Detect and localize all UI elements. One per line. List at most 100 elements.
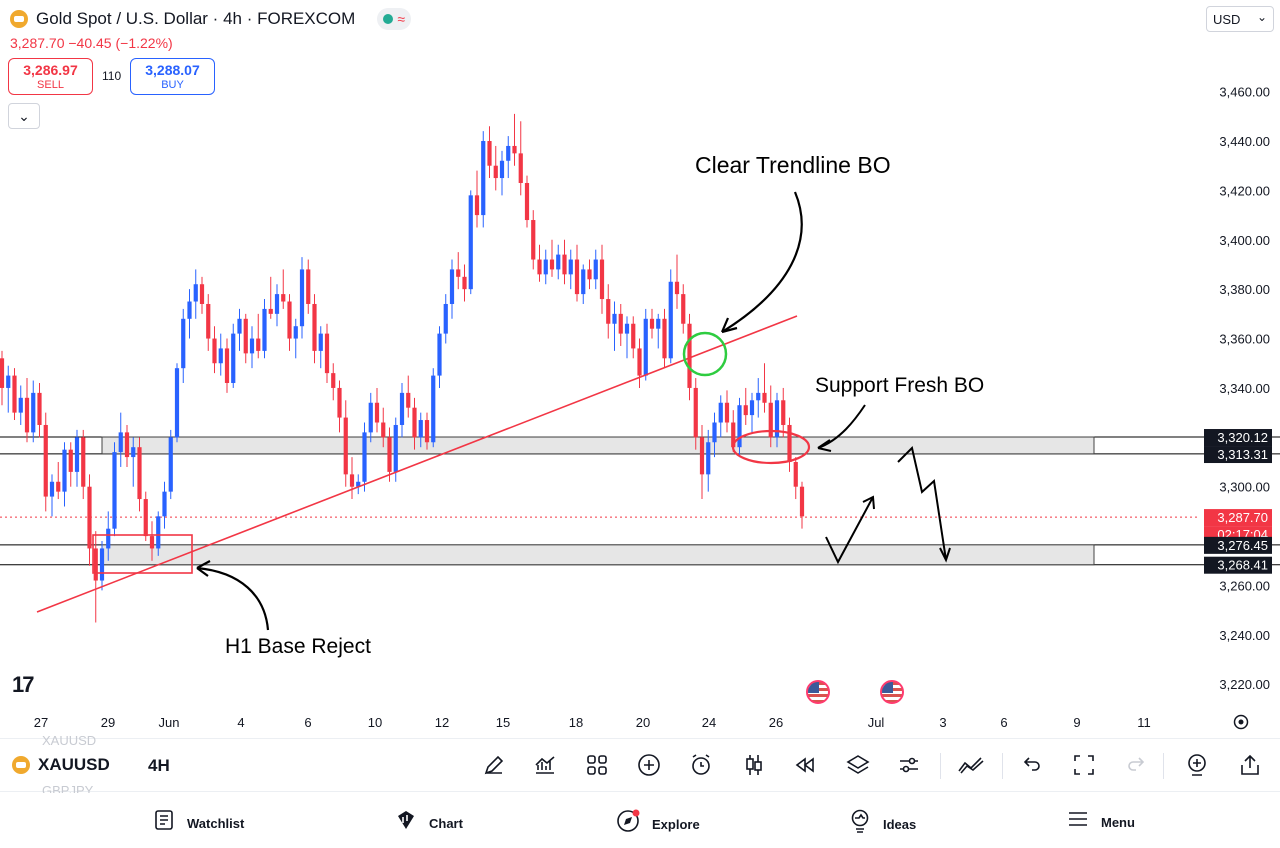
bar-style-icon[interactable] <box>741 753 767 779</box>
candle-down <box>524 182 530 221</box>
candle-down <box>68 449 73 472</box>
redo-icon[interactable] <box>1123 753 1149 779</box>
candle-down <box>206 303 211 339</box>
collapse-button[interactable]: ⌄ <box>8 103 40 129</box>
nav-watchlist[interactable]: Watchlist <box>153 809 244 837</box>
price-label-badge <box>1204 536 1272 554</box>
candle-down <box>787 424 792 463</box>
candle-down <box>87 486 92 549</box>
symbol-selector[interactable]: XAUUSD <box>12 755 110 775</box>
price-label-badge <box>1204 446 1272 464</box>
settings-icon[interactable] <box>896 753 922 779</box>
candle-down <box>681 294 686 324</box>
tradingview-logo[interactable]: 17 <box>12 672 35 697</box>
alert-icon[interactable] <box>688 753 714 779</box>
candle-up <box>218 348 223 364</box>
support-bo-ellipse[interactable] <box>731 429 811 465</box>
indicators-icon[interactable] <box>532 753 558 779</box>
candle-down <box>243 318 248 354</box>
nav-ideas[interactable]: Ideas <box>849 809 916 839</box>
buy-label: BUY <box>161 79 184 91</box>
time-tick-label: 11 <box>1137 715 1151 730</box>
time-axis-settings-icon[interactable] <box>1233 714 1249 730</box>
market-status-pill[interactable]: ≈ <box>377 8 411 30</box>
support-zone-upper[interactable] <box>101 436 1095 455</box>
candle-up <box>74 437 80 472</box>
add-icon[interactable] <box>636 753 662 779</box>
trendline[interactable] <box>36 315 798 613</box>
candle-up <box>543 259 548 275</box>
candle-up <box>593 259 598 280</box>
time-tick-label: 4 <box>237 715 244 730</box>
replay-icon[interactable] <box>792 753 818 779</box>
settings-dot <box>1238 719 1244 725</box>
us-flag-event-icon[interactable] <box>806 680 830 704</box>
pencil-icon[interactable] <box>481 753 507 779</box>
nav-chart[interactable]: Chart <box>395 809 463 837</box>
candle-up <box>131 447 136 458</box>
candle-up <box>168 437 173 492</box>
symbol-header[interactable]: Gold Spot / U.S. Dollar · 4h · FOREXCOM … <box>10 8 411 30</box>
us-flag-event-icon[interactable] <box>880 680 904 704</box>
gold-coin-icon <box>12 756 30 774</box>
time-tick-label: 24 <box>702 715 716 730</box>
candle-down <box>799 486 805 517</box>
base-reject-box[interactable] <box>92 534 193 574</box>
candle-down <box>306 269 311 304</box>
nav-menu[interactable]: Menu <box>1067 809 1135 835</box>
candle-down <box>137 447 142 500</box>
candle-down <box>599 259 605 300</box>
candle-up <box>6 375 11 388</box>
candle-down <box>606 299 611 324</box>
annotation-trendline-bo: Clear Trendline BO <box>695 152 891 178</box>
time-tick-label: 20 <box>636 715 650 730</box>
candle-down <box>637 348 642 376</box>
candle-up <box>274 294 280 314</box>
projection-down-arrow <box>897 446 951 563</box>
fullscreen-icon[interactable] <box>1071 753 1097 779</box>
price-tick-label: 3,340.00 <box>1219 381 1270 396</box>
candle-down <box>349 474 355 487</box>
candle-down <box>512 145 517 154</box>
trend-icon[interactable] <box>957 753 984 779</box>
candle-down <box>343 417 348 475</box>
candle-down <box>93 548 98 581</box>
candle-up <box>468 195 473 290</box>
compare-icon[interactable] <box>1184 753 1210 779</box>
buy-button[interactable]: 3,288.07 BUY <box>130 58 215 95</box>
candle-down <box>212 338 217 364</box>
candle-down <box>143 499 148 537</box>
nav-ideas-label: Ideas <box>883 816 917 832</box>
sell-button[interactable]: 3,286.97 SELL <box>8 58 93 95</box>
price-chart[interactable]: 3,460.00 3,440.00 3,420.00 3,400.00 3,380.00… <box>0 0 1280 738</box>
nav-watchlist-label: Watchlist <box>187 815 245 831</box>
price-tick-label: 3,360.00 <box>1219 332 1270 347</box>
support-arrow <box>817 404 866 449</box>
candle-down <box>324 333 330 374</box>
currency-select[interactable]: USD ⌄ <box>1206 6 1274 32</box>
chart-icon <box>395 809 417 837</box>
bottom-nav: Watchlist Chart Explore Ideas Menu <box>0 793 1280 848</box>
candle-up <box>162 491 167 517</box>
undo-icon[interactable] <box>1019 753 1045 779</box>
candle-up <box>237 318 242 334</box>
share-icon[interactable] <box>1237 753 1263 779</box>
layers-icon[interactable] <box>845 753 871 779</box>
candle-down <box>493 165 498 179</box>
candle-down <box>331 373 336 388</box>
candle-down <box>256 338 261 351</box>
wave-icon: ≈ <box>397 11 405 27</box>
toolbar-divider <box>1163 753 1164 779</box>
timeframe-selector[interactable]: 4H <box>148 756 170 775</box>
price-label-text: 3,320.12 <box>1217 430 1268 445</box>
candle-up <box>668 281 673 359</box>
candle-up <box>449 269 455 304</box>
base-reject-arrow <box>196 566 270 631</box>
breakout-circle[interactable] <box>682 331 728 377</box>
nav-explore[interactable]: Explore <box>616 809 700 839</box>
candle-down <box>412 407 417 438</box>
candle-down <box>224 348 230 383</box>
layouts-icon[interactable] <box>584 753 610 779</box>
compass-icon <box>616 809 640 839</box>
candle-up <box>481 141 486 216</box>
